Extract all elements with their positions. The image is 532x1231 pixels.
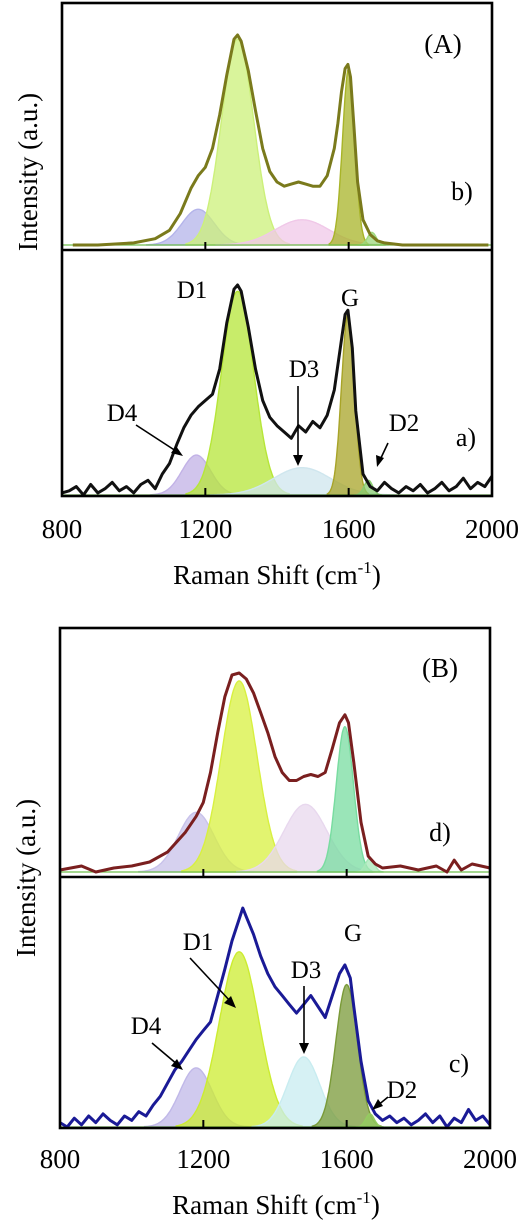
spectrum-b bbox=[72, 33, 489, 247]
subplot-c bbox=[59, 906, 492, 1129]
trace-label-b: b) bbox=[451, 177, 473, 206]
peak-label-d1: D1 bbox=[177, 277, 208, 304]
arrowhead-d4-b bbox=[171, 1059, 183, 1070]
panel-a: 800 1200 1600 2000 (A) b) a) D1 G D3 D4 D2 … bbox=[13, 1, 519, 590]
peak-label-g-b: G bbox=[344, 920, 362, 947]
subplot-a bbox=[61, 283, 494, 497]
x-label-a-end: ) bbox=[372, 560, 381, 590]
x-label-a-text: Raman Shift (cm bbox=[173, 560, 357, 590]
subplot-d bbox=[59, 671, 491, 874]
band-d1-b bbox=[185, 38, 290, 246]
trace-label-c: c) bbox=[449, 1049, 469, 1078]
x-tick-label-1600: 1600 bbox=[322, 514, 376, 544]
panel-b-x-ticks: 800 1200 1600 2000 bbox=[40, 869, 517, 1174]
x-label-b-text: Raman Shift (cm bbox=[172, 1190, 356, 1220]
spectrum-c bbox=[59, 906, 492, 1129]
peak-label-d1-b: D1 bbox=[183, 929, 214, 956]
x-tick-label-1200: 1200 bbox=[176, 1144, 230, 1174]
band-d2-a bbox=[353, 479, 383, 496]
panel-a-label: (A) bbox=[424, 29, 461, 59]
band-d2-c bbox=[355, 1113, 384, 1128]
panel-a-x-axis-label: Raman Shift (cm-1) bbox=[173, 558, 381, 590]
trace-label-a: a) bbox=[456, 423, 476, 452]
arrowhead-d2-b bbox=[372, 1099, 383, 1110]
arrowhead-d3-b bbox=[299, 1043, 309, 1054]
x-label-b-sup: -1 bbox=[357, 1188, 371, 1207]
panel-b: 800 1200 1600 2000 (B) d) c) D1 G D3 D4 D2 … bbox=[11, 626, 517, 1220]
peak-label-d3-b: D3 bbox=[291, 957, 322, 984]
panel-b-x-axis-label: Raman Shift (cm-1) bbox=[172, 1188, 380, 1220]
panel-a-x-ticks: 800 1200 1600 2000 bbox=[42, 242, 519, 544]
arrowhead-d3 bbox=[293, 455, 303, 466]
x-tick-label-1600: 1600 bbox=[320, 1144, 374, 1174]
peak-label-d2: D2 bbox=[389, 410, 420, 437]
band-g-d bbox=[316, 726, 374, 873]
arrowhead-d1-b bbox=[224, 996, 236, 1008]
x-label-a-sup: -1 bbox=[358, 558, 372, 577]
arrow-d4 bbox=[135, 424, 180, 454]
trace-label-d: d) bbox=[429, 818, 451, 847]
panel-b-label: (B) bbox=[422, 653, 458, 683]
x-tick-label-800: 800 bbox=[42, 514, 83, 544]
peak-label-g: G bbox=[341, 285, 359, 312]
spectrum-a bbox=[61, 283, 494, 497]
panel-a-y-axis-label: Intensity (a.u.) bbox=[13, 93, 43, 251]
peak-label-d4: D4 bbox=[107, 400, 138, 427]
x-tick-label-2000: 2000 bbox=[465, 514, 519, 544]
arrow-d1-b bbox=[189, 957, 232, 1003]
arrowhead-d4 bbox=[171, 446, 183, 456]
x-tick-label-1200: 1200 bbox=[178, 514, 232, 544]
x-label-b-end: ) bbox=[371, 1190, 380, 1220]
subplot-b bbox=[62, 33, 492, 247]
x-tick-label-2000: 2000 bbox=[463, 1144, 517, 1174]
peak-label-d3: D3 bbox=[289, 356, 320, 383]
panel-b-y-axis-label: Intensity (a.u.) bbox=[11, 799, 41, 957]
peak-label-d4-b: D4 bbox=[131, 1013, 162, 1040]
arrow-d4-b bbox=[151, 1042, 179, 1066]
arrowhead-d2 bbox=[376, 455, 384, 467]
band-d1-a bbox=[185, 290, 290, 496]
spectrum-d bbox=[59, 671, 491, 874]
x-tick-label-800: 800 bbox=[40, 1144, 81, 1174]
peak-label-d2-b: D2 bbox=[387, 1077, 418, 1104]
